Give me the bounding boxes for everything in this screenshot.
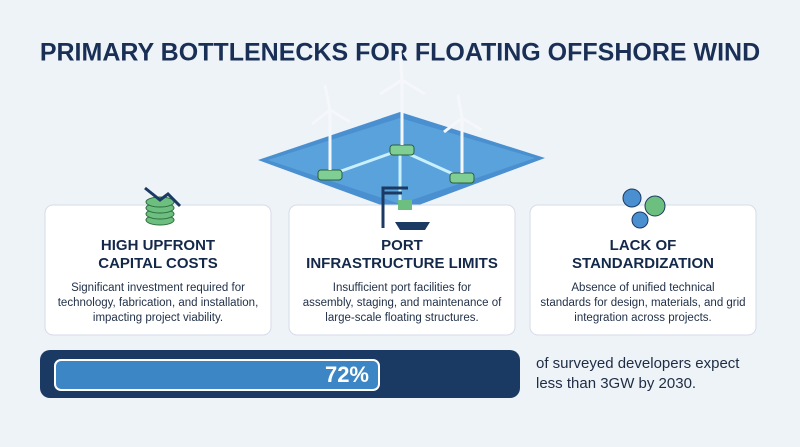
card-text: Absence of unified technical xyxy=(571,282,714,294)
card-text: Significant investment required for xyxy=(71,282,245,294)
gear-icon xyxy=(644,195,666,217)
card-title: PORT xyxy=(381,237,423,254)
card-title: STANDARDIZATION xyxy=(572,255,714,272)
card-box xyxy=(529,204,757,336)
card-title: CAPITAL COSTS xyxy=(98,255,217,272)
card-text: technology, fabrication, and installatio… xyxy=(58,297,259,309)
card-text: impacting project viability. xyxy=(93,312,223,324)
card-text: standards for design, materials, and gri… xyxy=(540,297,745,309)
stat-text: less than 3GW by 2030. xyxy=(536,375,696,392)
stat-value: 72% xyxy=(325,362,369,387)
card-title: LACK OF xyxy=(610,237,677,254)
card-text: assembly, staging, and maintenance of xyxy=(303,297,502,309)
crane-icon xyxy=(381,186,408,228)
card-title: INFRASTRUCTURE LIMITS xyxy=(306,255,498,272)
ship-icon xyxy=(395,222,430,230)
card-title: HIGH UPFRONT xyxy=(101,237,215,254)
stat: 72% of surveyed developers expect less tha… xyxy=(54,355,740,392)
progress-fill xyxy=(54,359,380,391)
card-text: large-scale floating structures. xyxy=(325,312,478,324)
card-text: Insufficient port facilities for xyxy=(333,282,472,294)
stat-text: of surveyed developers expect xyxy=(536,355,740,372)
arrow-icon xyxy=(144,186,182,208)
container-icon xyxy=(398,200,412,210)
card-text: integration across projects. xyxy=(574,312,711,324)
gear-icon xyxy=(622,188,642,208)
gear-icon xyxy=(631,211,649,229)
wind-farm-illustration xyxy=(258,49,545,212)
